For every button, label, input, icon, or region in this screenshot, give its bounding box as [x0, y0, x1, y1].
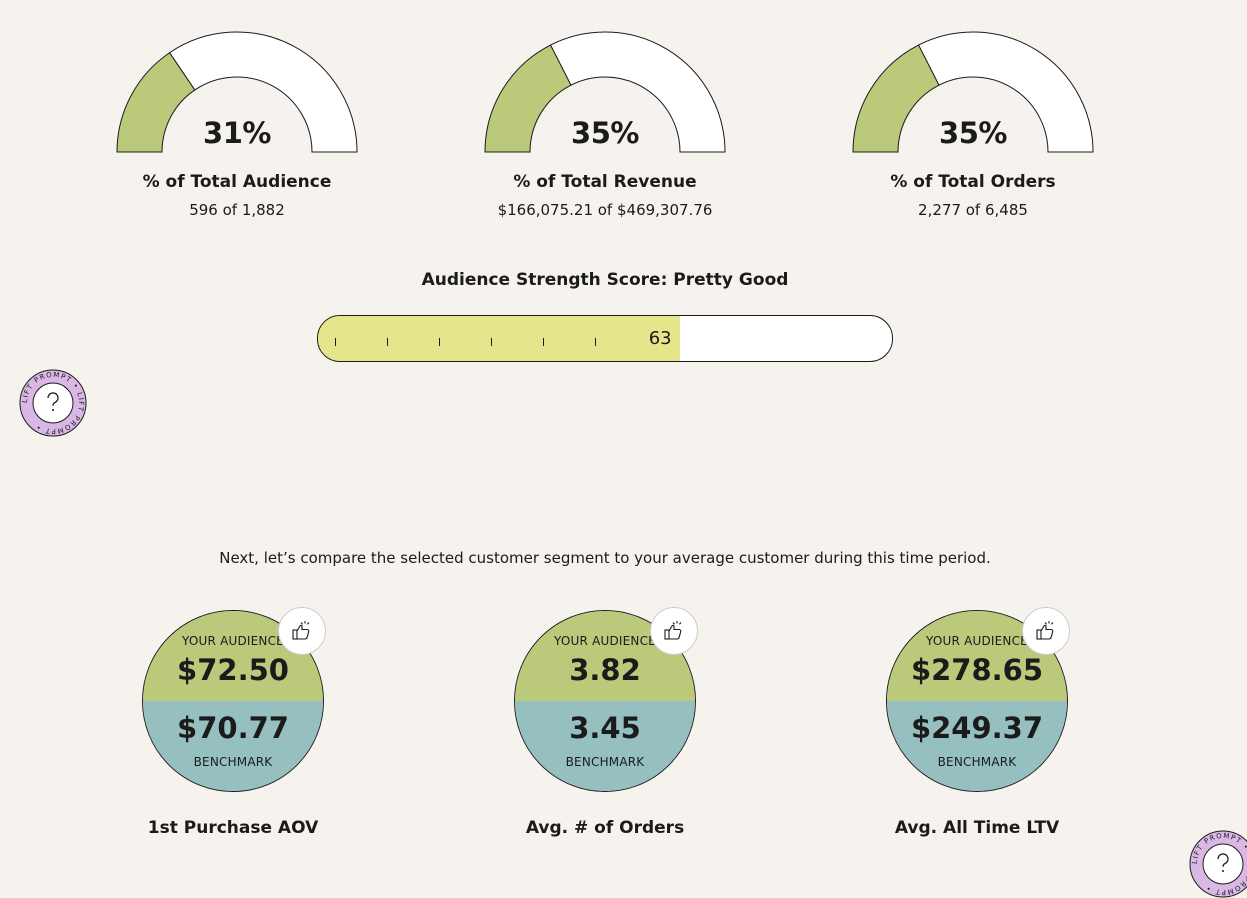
thumbs-up-icon: [1036, 621, 1054, 640]
bar-tick: [595, 338, 596, 346]
gauge-total-orders: 35% % of Total Orders 2,277 of 6,485: [851, 30, 1095, 219]
audience-label: YOUR AUDIENCE: [926, 634, 1028, 648]
audience-label: YOUR AUDIENCE: [182, 634, 284, 648]
gauge-detail: $166,075.21 of $469,307.76: [497, 201, 713, 219]
strength-score-bar: 63: [317, 315, 893, 362]
audience-value: 3.82: [569, 653, 641, 687]
gauge-fill: [852, 44, 940, 153]
gauge-track: [917, 31, 1094, 153]
metric-first-purchase-aov: YOUR AUDIENCE $72.50 $70.77 BENCHMARK 1s…: [113, 607, 353, 838]
gauge-detail: 2,277 of 6,485: [918, 201, 1028, 219]
audience-value: $278.65: [910, 653, 1044, 687]
metric-circle: YOUR AUDIENCE $278.65 $249.37 BENCHMARK: [886, 610, 1068, 792]
gauge-track: [549, 31, 726, 153]
benchmark-value: 3.45: [569, 711, 641, 745]
bar-tick: [439, 338, 440, 346]
audience-label: YOUR AUDIENCE: [554, 634, 656, 648]
strength-score-title: Audience Strength Score: Pretty Good: [421, 270, 789, 290]
gauge-label: % of Total Revenue: [513, 172, 697, 192]
gauge-arc-chart: [852, 31, 1094, 153]
gauge-arc-chart: [116, 31, 358, 153]
gauge-label: % of Total Orders: [890, 172, 1056, 192]
strength-score-fill: [318, 316, 680, 361]
metric-name: Avg. All Time LTV: [894, 818, 1060, 838]
question-icon: [47, 392, 59, 411]
metric-name: Avg. # of Orders: [525, 818, 685, 838]
benchmark-value: $70.77: [177, 711, 289, 745]
benchmark-half: $249.37 BENCHMARK: [887, 701, 1067, 791]
thumbs-up-badge: [650, 607, 698, 655]
help-prompt-button[interactable]: LIFT PROMPT • LIFT PROMPT •: [19, 369, 87, 437]
gauge-total-audience: 31% % of Total Audience 596 of 1,882: [115, 30, 359, 219]
benchmark-label: BENCHMARK: [193, 755, 273, 769]
gauge-percent: 35%: [939, 116, 1007, 150]
metric-avg-orders: YOUR AUDIENCE 3.82 3.45 BENCHMARK Avg. #…: [485, 607, 725, 838]
metric-name: 1st Purchase AOV: [147, 818, 319, 838]
thumbs-up-badge: [1022, 607, 1070, 655]
bar-tick: [491, 338, 492, 346]
benchmark-half: 3.45 BENCHMARK: [515, 701, 695, 791]
thumbs-up-icon: [664, 621, 682, 640]
gauge-fill: [116, 52, 196, 153]
audience-half: YOUR AUDIENCE $278.65: [887, 611, 1067, 702]
thumbs-up-icon: [292, 621, 310, 640]
bar-tick: [387, 338, 388, 346]
gauge-percent: 35%: [571, 116, 639, 150]
benchmark-value: $249.37: [910, 711, 1044, 745]
audience-value: $72.50: [177, 653, 289, 687]
help-prompt-button-corner[interactable]: LIFT PROMPT • LIFT PROMPT •: [1189, 830, 1247, 898]
gauge-label: % of Total Audience: [142, 172, 332, 192]
thumbs-up-badge: [278, 607, 326, 655]
benchmark-label: BENCHMARK: [937, 755, 1017, 769]
metric-avg-ltv: YOUR AUDIENCE $278.65 $249.37 BENCHMARK …: [857, 607, 1097, 838]
benchmark-half: $70.77 BENCHMARK: [143, 701, 323, 791]
gauge-fill: [484, 44, 572, 153]
compare-intro-text: Next, let’s compare the selected custome…: [219, 549, 991, 567]
gauge-track: [168, 31, 358, 153]
gauge-total-revenue: 35% % of Total Revenue $166,075.21 of $4…: [483, 30, 727, 219]
gauge-percent: 31%: [203, 116, 271, 150]
strength-score-value: 63: [648, 328, 672, 349]
bar-tick: [543, 338, 544, 346]
bar-tick: [335, 338, 336, 346]
benchmark-label: BENCHMARK: [565, 755, 645, 769]
gauge-detail: 596 of 1,882: [189, 201, 285, 219]
gauge-arc-chart: [484, 31, 726, 153]
